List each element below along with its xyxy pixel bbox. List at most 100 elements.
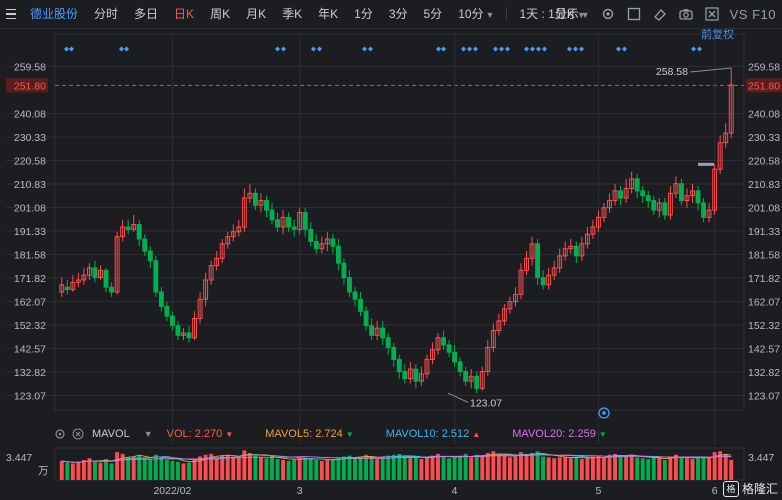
candle-body <box>275 219 280 228</box>
candle-body <box>352 291 358 300</box>
volume-bar <box>469 457 474 480</box>
date-label: 3 <box>297 485 303 497</box>
candle-body <box>219 243 225 259</box>
volume-axis-unit: 万 <box>38 465 49 477</box>
event-marker <box>368 46 373 52</box>
price-tick-right: 220.58 <box>748 156 780 168</box>
event-markers <box>64 46 702 52</box>
tab-period[interactable]: 3分 <box>388 7 408 21</box>
event-marker <box>622 46 627 52</box>
candle-body <box>468 375 474 382</box>
candle-body <box>413 368 419 382</box>
volume-bar <box>701 456 706 480</box>
vs-f10-button[interactable]: VS F10 <box>729 6 776 22</box>
kline-chart[interactable]: 259.58 259.58 240.08 240.08 230.33 230.33 220.… <box>0 28 782 500</box>
candle-body <box>203 279 209 300</box>
candle-body <box>452 351 458 363</box>
tab-period[interactable]: 5分 <box>423 7 443 21</box>
volume-bar <box>624 456 629 480</box>
volume-axis-value: 3.447 <box>6 452 32 464</box>
close-icon[interactable] <box>704 6 720 22</box>
vol-value: VOL: 2.270 ▼ <box>166 428 234 440</box>
volume-bar <box>115 452 120 480</box>
volume-bar <box>70 463 75 480</box>
mavol20-value: MAVOL20: 2.259 ▼ <box>512 428 607 440</box>
event-marker <box>573 46 578 52</box>
settings-icon[interactable] <box>54 428 68 440</box>
tab-period[interactable]: 年K <box>318 7 339 21</box>
high-pointer <box>689 67 732 73</box>
candle-body <box>241 197 247 228</box>
event-marker <box>69 46 74 52</box>
eraser-icon[interactable] <box>652 6 668 22</box>
volume-bar <box>65 462 70 480</box>
indicator-name[interactable]: MAVOL <box>92 428 130 440</box>
event-marker <box>467 46 472 52</box>
volume-bar <box>259 457 263 480</box>
display-dropdown[interactable]: 显示 ▼ <box>554 7 590 21</box>
close-icon[interactable] <box>72 428 86 440</box>
volume-bar <box>651 457 656 480</box>
fq-label[interactable]: 前复权 <box>701 29 734 41</box>
candle-body <box>75 279 81 283</box>
event-marker <box>579 46 584 52</box>
candle-body <box>147 250 153 262</box>
volume-bar <box>480 456 485 480</box>
stock-name[interactable]: 德业股份 <box>30 7 79 21</box>
candle-body <box>208 265 214 281</box>
volume-bar <box>380 457 385 480</box>
chevron-down-icon[interactable]: ▼ <box>143 429 153 439</box>
candle-body <box>369 325 375 336</box>
volume-bar <box>270 456 274 480</box>
candle-body <box>142 238 148 252</box>
candle-body <box>347 277 352 293</box>
tab-period[interactable]: 分时 <box>94 7 119 21</box>
candle-body <box>618 190 624 199</box>
tab-period[interactable]: 季K <box>282 7 303 21</box>
tab-period[interactable]: 日K <box>174 7 195 21</box>
volume-bar <box>292 459 297 480</box>
volume-bar <box>458 455 463 480</box>
candle-body <box>286 216 292 228</box>
candle-body <box>496 320 502 332</box>
tab-period[interactable]: 月K <box>246 7 267 21</box>
candle-body <box>81 274 87 281</box>
volume-bar <box>297 457 302 480</box>
volume-bar <box>441 456 446 480</box>
candle-body <box>103 269 109 288</box>
tab-period[interactable]: 1分 <box>354 7 373 21</box>
settings-icon[interactable] <box>600 6 616 22</box>
price-tick-right: 191.33 <box>748 226 780 238</box>
camera-icon[interactable] <box>678 6 694 22</box>
volume-bar <box>198 456 203 480</box>
candle-body <box>120 226 126 238</box>
price-tick-right: 152.32 <box>748 320 780 332</box>
menu-icon[interactable] <box>0 0 24 28</box>
candle-body <box>324 238 330 245</box>
volume-bar <box>524 453 529 480</box>
candle-body <box>230 231 236 238</box>
volume-ma-line <box>61 453 732 463</box>
price-tick-left: 191.33 <box>14 226 46 238</box>
fullscreen-icon[interactable] <box>626 6 642 22</box>
range-select[interactable]: 1天 : 1分K ▼ <box>519 7 586 21</box>
candle-body <box>645 195 651 201</box>
tab-period[interactable]: 周K <box>210 7 231 21</box>
volume-bar <box>187 462 191 480</box>
candle-body <box>463 370 469 382</box>
price-tick-left: 240.08 <box>14 109 46 121</box>
tab-period[interactable]: 10分 ▼ <box>458 7 495 21</box>
volume-bar <box>59 460 64 480</box>
candle-body <box>490 330 496 348</box>
volume-bar <box>247 453 252 480</box>
candle-body <box>225 236 231 245</box>
volume-bar <box>485 453 490 480</box>
volume-bar <box>220 455 225 480</box>
candle-body <box>252 192 258 206</box>
volume-bar <box>673 454 678 480</box>
price-tick-left: 259.58 <box>14 62 46 74</box>
event-marker <box>317 46 322 52</box>
annotations: 258.58 123.07 <box>447 66 732 419</box>
tab-period[interactable]: 多日 <box>134 7 159 21</box>
volume-bar <box>463 453 468 480</box>
